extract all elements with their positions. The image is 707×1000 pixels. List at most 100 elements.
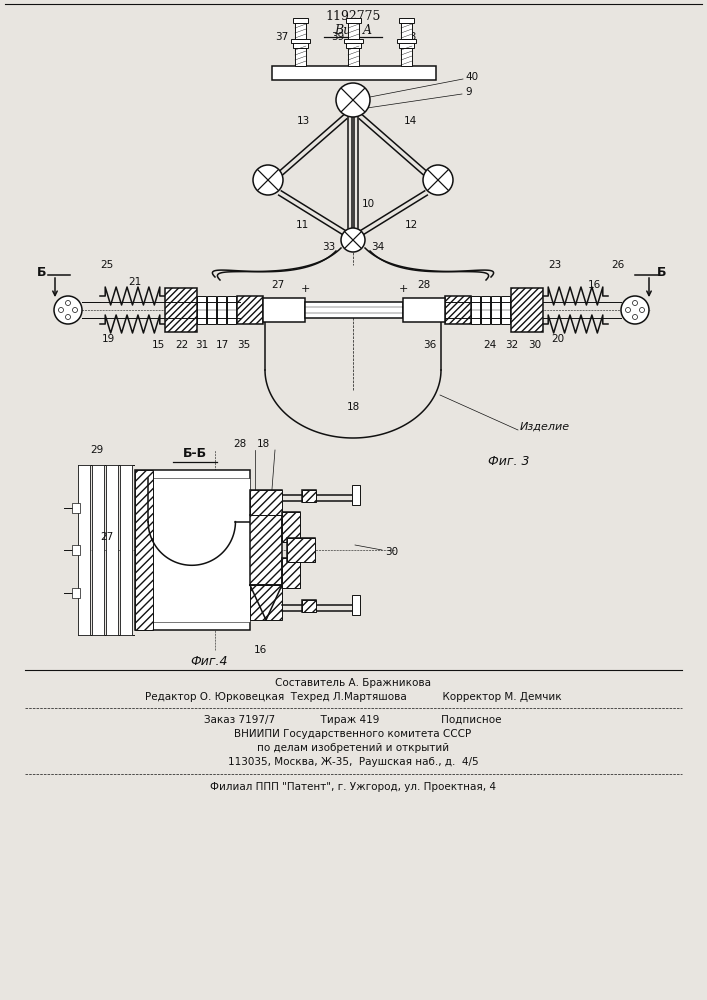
Bar: [352, 595, 360, 615]
Text: Фиг.4: Фиг.4: [190, 655, 228, 668]
Bar: [401, 48, 412, 66]
Text: 19: 19: [101, 334, 115, 344]
Bar: [72, 503, 80, 513]
Text: 20: 20: [551, 334, 565, 344]
Bar: [293, 42, 308, 48]
Bar: [344, 39, 363, 43]
Bar: [287, 538, 315, 562]
Bar: [153, 478, 250, 622]
Bar: [78, 465, 90, 635]
Text: ВНИИПИ Государственного комитета СССР: ВНИИПИ Государственного комитета СССР: [235, 729, 472, 739]
Text: 12: 12: [405, 220, 419, 230]
Bar: [346, 42, 361, 48]
Text: Филиал ППП "Патент", г. Ужгород, ул. Проектная, 4: Филиал ППП "Патент", г. Ужгород, ул. Про…: [210, 782, 496, 792]
Bar: [197, 296, 206, 324]
Bar: [120, 465, 132, 635]
Bar: [445, 296, 471, 324]
Bar: [399, 18, 414, 23]
Bar: [106, 465, 118, 635]
Bar: [227, 296, 236, 324]
Text: +: +: [300, 284, 310, 294]
Text: 9: 9: [465, 87, 472, 97]
Text: 27: 27: [100, 532, 113, 542]
Text: 38: 38: [404, 32, 416, 42]
Text: 27: 27: [271, 280, 285, 290]
Bar: [135, 470, 250, 630]
Bar: [295, 48, 306, 66]
Text: 30: 30: [385, 547, 398, 557]
Text: 22: 22: [175, 340, 189, 350]
Text: 24: 24: [484, 340, 496, 350]
Text: 17: 17: [216, 340, 228, 350]
Bar: [401, 23, 412, 39]
Bar: [92, 465, 104, 635]
Text: Б: Б: [658, 265, 667, 278]
Bar: [250, 490, 282, 515]
Text: 33: 33: [322, 242, 335, 252]
Text: Составитель А. Бражникова: Составитель А. Бражникова: [275, 678, 431, 688]
Text: 32: 32: [506, 340, 519, 350]
Text: 18: 18: [257, 439, 269, 449]
Bar: [282, 558, 300, 588]
Text: 15: 15: [151, 340, 165, 350]
Text: 30: 30: [528, 340, 542, 350]
Circle shape: [253, 165, 283, 195]
Text: Б-Б: Б-Б: [183, 447, 207, 460]
Text: +: +: [398, 284, 408, 294]
Bar: [237, 296, 263, 324]
Bar: [135, 470, 153, 630]
Text: 35: 35: [238, 340, 250, 350]
Bar: [72, 545, 80, 555]
Text: 31: 31: [195, 340, 209, 350]
Text: 11: 11: [296, 220, 309, 230]
Text: 10: 10: [362, 199, 375, 209]
Text: 16: 16: [588, 280, 601, 290]
Bar: [250, 490, 282, 515]
Bar: [78, 465, 90, 635]
Text: 28: 28: [233, 439, 247, 449]
Bar: [491, 296, 500, 324]
Bar: [291, 39, 310, 43]
Text: Изделие: Изделие: [520, 422, 570, 432]
Bar: [165, 288, 197, 332]
Text: 28: 28: [417, 280, 431, 290]
Bar: [305, 302, 403, 318]
Text: 29: 29: [90, 445, 103, 455]
Text: Фиг. 3: Фиг. 3: [488, 455, 530, 468]
Text: по делам изобретений и открытий: по делам изобретений и открытий: [257, 743, 449, 753]
Bar: [282, 558, 300, 588]
Text: 16: 16: [253, 645, 267, 655]
Bar: [399, 42, 414, 48]
Text: 37: 37: [275, 32, 288, 42]
Bar: [250, 515, 282, 585]
Text: Редактор О. Юрковецкая  Техред Л.Мартяшова           Корректор М. Демчик: Редактор О. Юрковецкая Техред Л.Мартяшов…: [145, 692, 561, 702]
Text: 25: 25: [100, 260, 114, 270]
Bar: [207, 296, 216, 324]
Bar: [302, 490, 316, 502]
Bar: [481, 296, 490, 324]
Bar: [302, 490, 316, 502]
Bar: [250, 585, 282, 620]
Text: 18: 18: [346, 402, 360, 412]
Bar: [92, 465, 104, 635]
Bar: [302, 600, 316, 612]
Text: 39: 39: [332, 32, 344, 42]
Text: 34: 34: [371, 242, 384, 252]
Bar: [501, 296, 510, 324]
Text: 113035, Москва, Ж-35,  Раушская наб., д.  4/5: 113035, Москва, Ж-35, Раушская наб., д. …: [228, 757, 479, 767]
Bar: [471, 296, 480, 324]
Circle shape: [336, 83, 370, 117]
Bar: [302, 600, 316, 612]
Bar: [217, 296, 226, 324]
Text: Вид A: Вид A: [334, 23, 372, 36]
Bar: [346, 18, 361, 23]
Text: 1192775: 1192775: [325, 10, 380, 23]
Bar: [511, 288, 543, 332]
Bar: [106, 465, 118, 635]
Text: Б: Б: [37, 265, 47, 278]
Bar: [403, 298, 445, 322]
Bar: [287, 538, 315, 562]
Text: 23: 23: [549, 260, 561, 270]
Circle shape: [54, 296, 82, 324]
Circle shape: [341, 228, 365, 252]
